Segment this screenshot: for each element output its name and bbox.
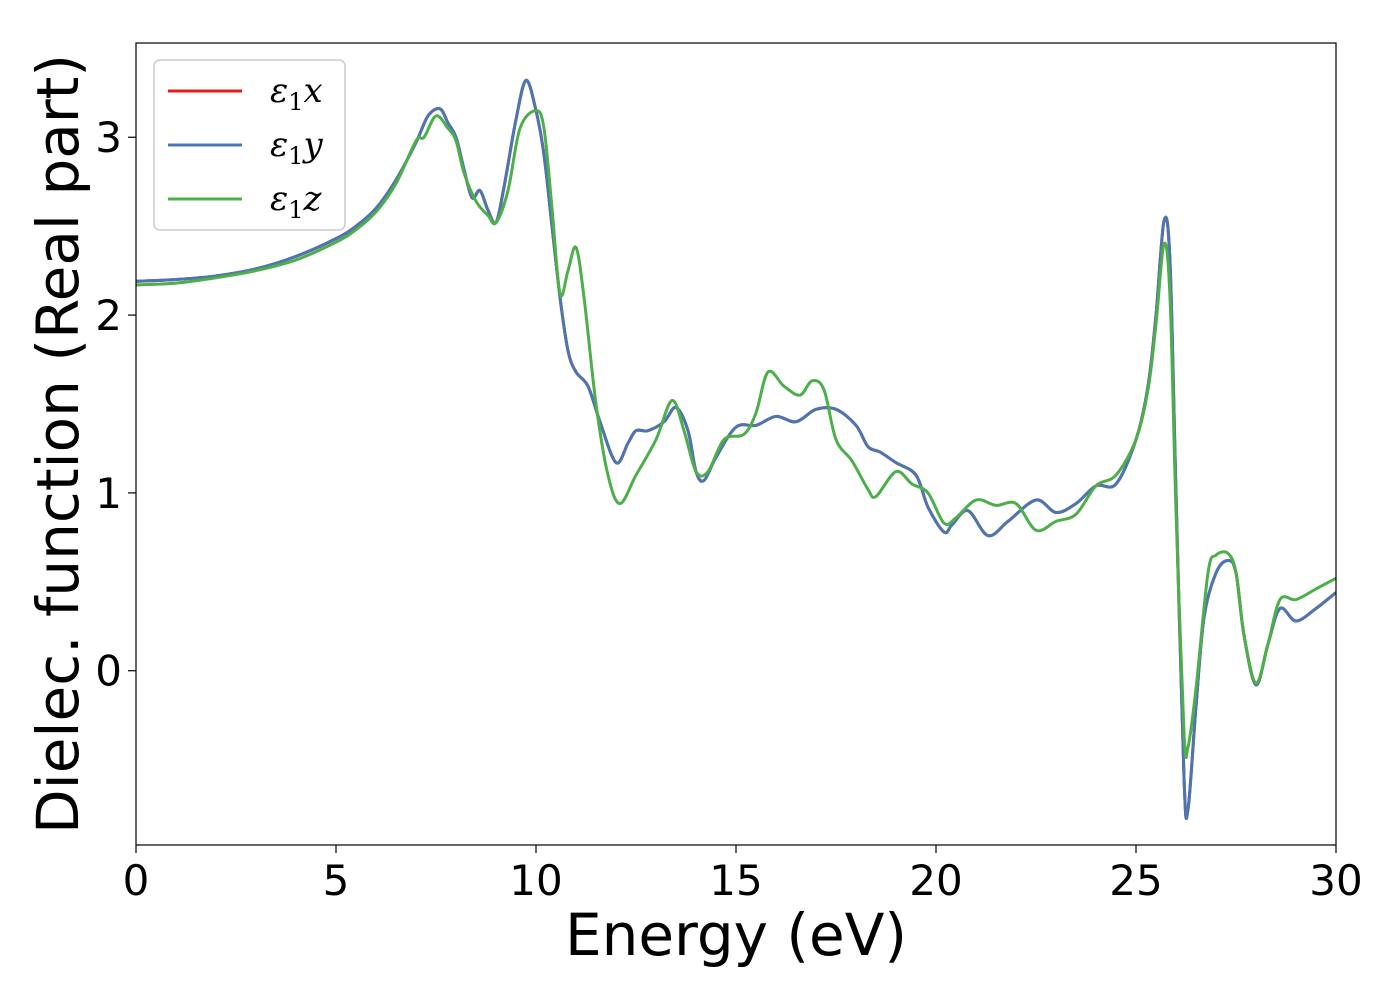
x-tick-label: 0 [123, 856, 150, 905]
legend-label: ε1y [270, 125, 324, 170]
x-tick-label: 15 [709, 856, 762, 905]
x-tick-label: 30 [1309, 856, 1362, 905]
series-layer [136, 78, 1336, 820]
x-tick-label: 20 [909, 856, 962, 905]
x-tick-label: 5 [323, 856, 350, 905]
legend-box [153, 59, 346, 231]
y-axis: 0 1 2 3 [95, 113, 136, 696]
x-tick-label: 10 [509, 856, 562, 905]
y-axis-title: Dielec. function (Real part) [24, 54, 92, 834]
legend-entry-e1y: ε1y [168, 125, 324, 170]
x-axis: 0 5 10 15 20 25 30 [123, 845, 1363, 905]
legend-entry-e1x: ε1x [168, 71, 323, 116]
legend: ε1x ε1y ε1z [153, 59, 346, 231]
x-tick-label: 25 [1109, 856, 1162, 905]
y-tick-label: 3 [95, 113, 122, 162]
y-tick-label: 0 [95, 647, 122, 696]
x-axis-title: Energy (eV) [565, 901, 907, 969]
legend-label: ε1x [270, 71, 323, 116]
y-tick-label: 1 [95, 469, 122, 518]
legend-entry-e1z: ε1z [168, 179, 323, 224]
series-e1z-line [136, 109, 1336, 760]
legend-label: ε1z [270, 179, 323, 224]
y-tick-label: 2 [95, 291, 122, 340]
